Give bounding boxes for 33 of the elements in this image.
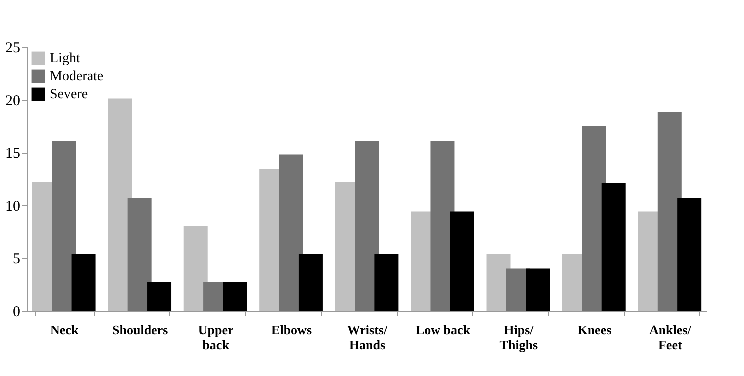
bar xyxy=(374,254,399,311)
bar xyxy=(52,140,76,311)
bar xyxy=(223,282,248,311)
x-tick-label: Upper back xyxy=(198,322,234,352)
bar xyxy=(678,198,702,311)
bar xyxy=(128,198,152,311)
x-tick-label: Wrists/ Hands xyxy=(347,322,388,352)
y-tick-label: 25 xyxy=(6,40,20,56)
x-tick-label: Low back xyxy=(416,322,472,338)
bar xyxy=(279,154,304,311)
bar xyxy=(72,254,96,311)
x-tick-label: Shoulders xyxy=(112,322,168,338)
x-tick-label: Neck xyxy=(50,322,80,338)
y-tick-label: 15 xyxy=(6,146,20,162)
x-tick-label: Knees xyxy=(578,322,612,338)
bar xyxy=(298,254,323,311)
legend-label: Severe xyxy=(50,88,88,102)
bar xyxy=(526,268,550,311)
y-tick-label: 10 xyxy=(6,198,20,215)
x-tick-label: Elbows xyxy=(272,322,312,338)
bar xyxy=(148,282,172,311)
bar xyxy=(184,226,208,311)
y-tick-label: 5 xyxy=(13,252,20,268)
bar xyxy=(602,183,626,311)
bar xyxy=(108,98,132,311)
bar xyxy=(450,212,474,311)
x-tick-label: Hips/ Thighs xyxy=(500,322,538,352)
legend-label: Moderate xyxy=(50,70,104,84)
legend-label: Light xyxy=(50,52,80,66)
bar xyxy=(355,140,379,311)
y-tick-label: 0 xyxy=(13,304,20,320)
x-tick-label: Ankles/ Feet xyxy=(649,322,692,352)
y-tick-label: 20 xyxy=(6,93,20,110)
